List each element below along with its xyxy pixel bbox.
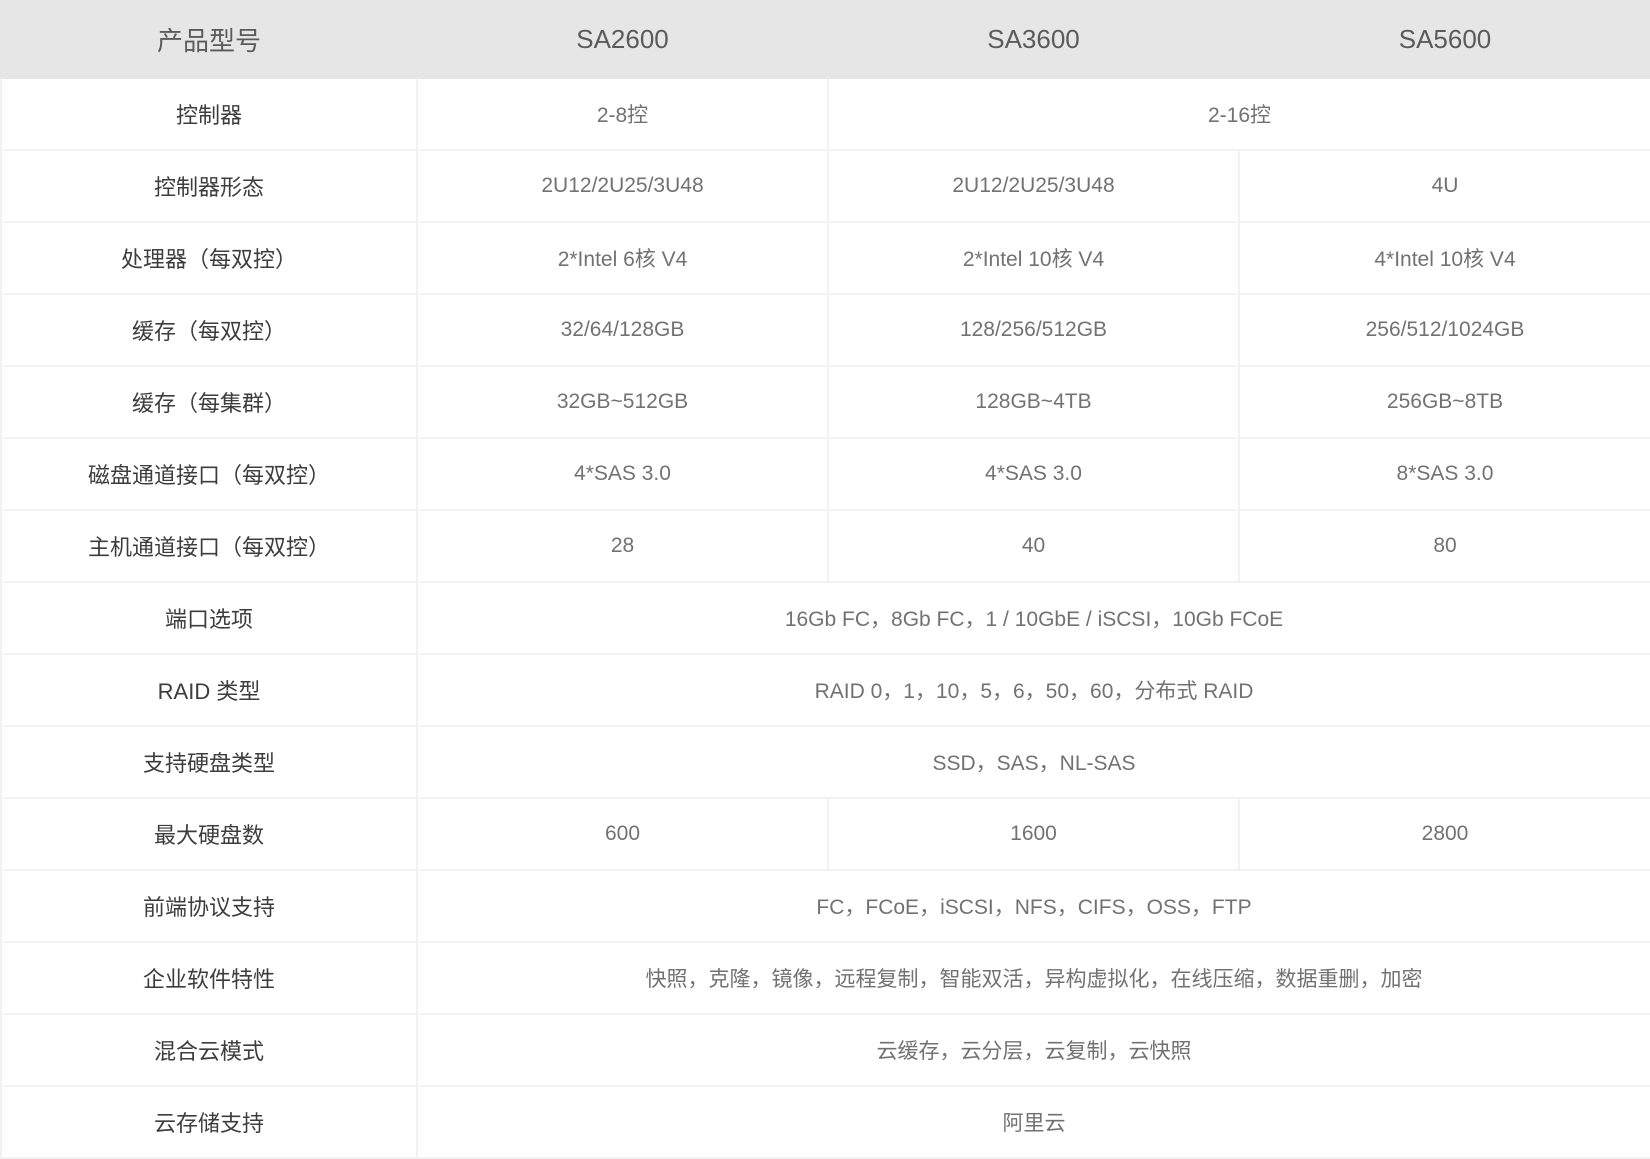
row-value: 4*Intel 10核 V4 xyxy=(1239,222,1650,294)
row-value: 32GB~512GB xyxy=(417,366,828,438)
row-value: 16Gb FC，8Gb FC，1 / 10GbE / iSCSI，10Gb FC… xyxy=(417,582,1650,654)
row-value: 2U12/2U25/3U48 xyxy=(828,150,1239,222)
spec-table-container: 产品型号 SA2600 SA3600 SA5600 控制器2-8控2-16控控制… xyxy=(0,0,1650,1159)
header-col-0: SA2600 xyxy=(417,1,828,78)
row-label: 缓存（每集群） xyxy=(1,366,417,438)
table-row: 主机通道接口（每双控）284080 xyxy=(1,510,1650,582)
row-label: 最大硬盘数 xyxy=(1,798,417,870)
row-label: 主机通道接口（每双控） xyxy=(1,510,417,582)
row-value: 256GB~8TB xyxy=(1239,366,1650,438)
table-row: 磁盘通道接口（每双控）4*SAS 3.04*SAS 3.08*SAS 3.0 xyxy=(1,438,1650,510)
table-row: 最大硬盘数60016002800 xyxy=(1,798,1650,870)
row-value: 128/256/512GB xyxy=(828,294,1239,366)
table-row: 控制器形态2U12/2U25/3U482U12/2U25/3U484U xyxy=(1,150,1650,222)
row-label: 云存储支持 xyxy=(1,1086,417,1158)
row-value: 40 xyxy=(828,510,1239,582)
row-label: 处理器（每双控） xyxy=(1,222,417,294)
table-row: 端口选项16Gb FC，8Gb FC，1 / 10GbE / iSCSI，10G… xyxy=(1,582,1650,654)
row-value: 4*SAS 3.0 xyxy=(417,438,828,510)
row-label: 混合云模式 xyxy=(1,1014,417,1086)
table-body: 控制器2-8控2-16控控制器形态2U12/2U25/3U482U12/2U25… xyxy=(1,78,1650,1158)
table-row: RAID 类型RAID 0，1，10，5，6，50，60，分布式 RAID xyxy=(1,654,1650,726)
row-value: 快照，克隆，镜像，远程复制，智能双活，异构虚拟化，在线压缩，数据重删，加密 xyxy=(417,942,1650,1014)
table-header-row: 产品型号 SA2600 SA3600 SA5600 xyxy=(1,1,1650,78)
row-value: SSD，SAS，NL-SAS xyxy=(417,726,1650,798)
table-row: 前端协议支持FC，FCoE，iSCSI，NFS，CIFS，OSS，FTP xyxy=(1,870,1650,942)
table-row: 混合云模式云缓存，云分层，云复制，云快照 xyxy=(1,1014,1650,1086)
row-value: 阿里云 xyxy=(417,1086,1650,1158)
table-row: 企业软件特性快照，克隆，镜像，远程复制，智能双活，异构虚拟化，在线压缩，数据重删… xyxy=(1,942,1650,1014)
row-value: FC，FCoE，iSCSI，NFS，CIFS，OSS，FTP xyxy=(417,870,1650,942)
row-value: 28 xyxy=(417,510,828,582)
header-col-2: SA5600 xyxy=(1239,1,1650,78)
row-label: 端口选项 xyxy=(1,582,417,654)
row-value: RAID 0，1，10，5，6，50，60，分布式 RAID xyxy=(417,654,1650,726)
row-value: 32/64/128GB xyxy=(417,294,828,366)
row-value: 80 xyxy=(1239,510,1650,582)
row-value: 8*SAS 3.0 xyxy=(1239,438,1650,510)
header-col-1: SA3600 xyxy=(828,1,1239,78)
row-value: 2-16控 xyxy=(828,78,1650,150)
row-value: 4U xyxy=(1239,150,1650,222)
row-label: 磁盘通道接口（每双控） xyxy=(1,438,417,510)
row-label: 控制器形态 xyxy=(1,150,417,222)
table-row: 支持硬盘类型SSD，SAS，NL-SAS xyxy=(1,726,1650,798)
row-label: 前端协议支持 xyxy=(1,870,417,942)
table-row: 处理器（每双控）2*Intel 6核 V42*Intel 10核 V44*Int… xyxy=(1,222,1650,294)
row-value: 2U12/2U25/3U48 xyxy=(417,150,828,222)
row-label: 支持硬盘类型 xyxy=(1,726,417,798)
row-value: 2*Intel 6核 V4 xyxy=(417,222,828,294)
row-label: 控制器 xyxy=(1,78,417,150)
table-row: 云存储支持阿里云 xyxy=(1,1086,1650,1158)
row-value: 1600 xyxy=(828,798,1239,870)
row-label: RAID 类型 xyxy=(1,654,417,726)
table-row: 控制器2-8控2-16控 xyxy=(1,78,1650,150)
spec-table: 产品型号 SA2600 SA3600 SA5600 控制器2-8控2-16控控制… xyxy=(0,0,1650,1159)
row-value: 2-8控 xyxy=(417,78,828,150)
row-label: 企业软件特性 xyxy=(1,942,417,1014)
row-value: 2*Intel 10核 V4 xyxy=(828,222,1239,294)
row-value: 256/512/1024GB xyxy=(1239,294,1650,366)
table-row: 缓存（每集群）32GB~512GB128GB~4TB256GB~8TB xyxy=(1,366,1650,438)
row-value: 云缓存，云分层，云复制，云快照 xyxy=(417,1014,1650,1086)
header-label: 产品型号 xyxy=(1,1,417,78)
row-label: 缓存（每双控） xyxy=(1,294,417,366)
table-row: 缓存（每双控）32/64/128GB128/256/512GB256/512/1… xyxy=(1,294,1650,366)
row-value: 600 xyxy=(417,798,828,870)
row-value: 4*SAS 3.0 xyxy=(828,438,1239,510)
row-value: 2800 xyxy=(1239,798,1650,870)
row-value: 128GB~4TB xyxy=(828,366,1239,438)
